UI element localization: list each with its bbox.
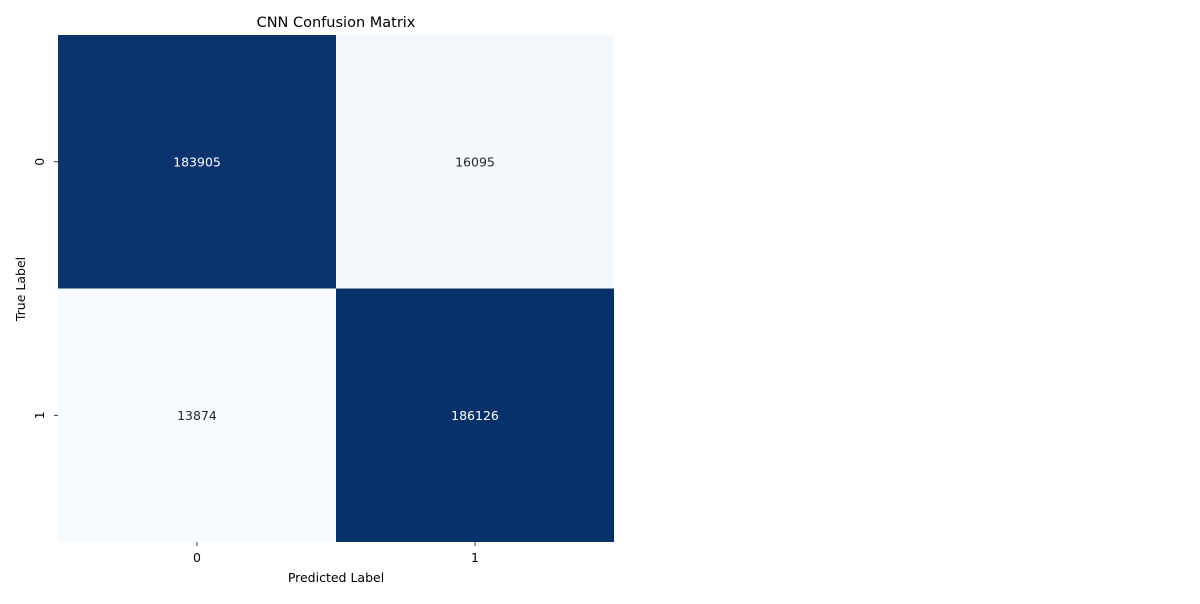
- y-axis: 01: [32, 158, 58, 419]
- heatmap-cell-0-1: [336, 35, 614, 289]
- chart-title: CNN Confusion Matrix: [257, 15, 416, 31]
- heatmap-cells: [58, 35, 614, 542]
- heatmap-cell-0-0: [58, 35, 336, 289]
- y-tick-label-0: 0: [32, 158, 47, 166]
- x-tick-label-1: 1: [471, 550, 479, 565]
- y-tick-label-1: 1: [32, 411, 47, 419]
- cell-value-1-0: 13874: [177, 408, 217, 423]
- cell-value-0-1: 16095: [455, 154, 495, 169]
- x-axis-label: Predicted Label: [288, 570, 384, 585]
- x-tick-label-0: 0: [193, 550, 201, 565]
- cell-value-0-0: 183905: [173, 154, 221, 169]
- y-axis-label: True Label: [13, 257, 28, 322]
- heatmap-cell-1-1: [336, 288, 614, 542]
- cell-value-1-1: 186126: [451, 408, 499, 423]
- cell-annotations: 183905 16095 13874 186126: [173, 154, 499, 423]
- heatmap-cell-1-0: [58, 288, 336, 542]
